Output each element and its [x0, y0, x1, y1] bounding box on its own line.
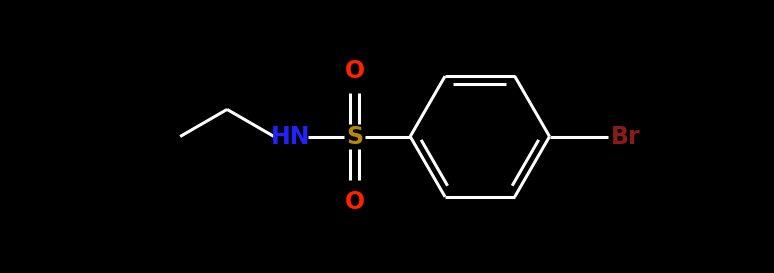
Text: Br: Br	[611, 124, 640, 149]
Text: HN: HN	[271, 124, 311, 149]
Text: O: O	[344, 60, 365, 84]
Text: S: S	[346, 124, 363, 149]
Text: O: O	[344, 189, 365, 213]
